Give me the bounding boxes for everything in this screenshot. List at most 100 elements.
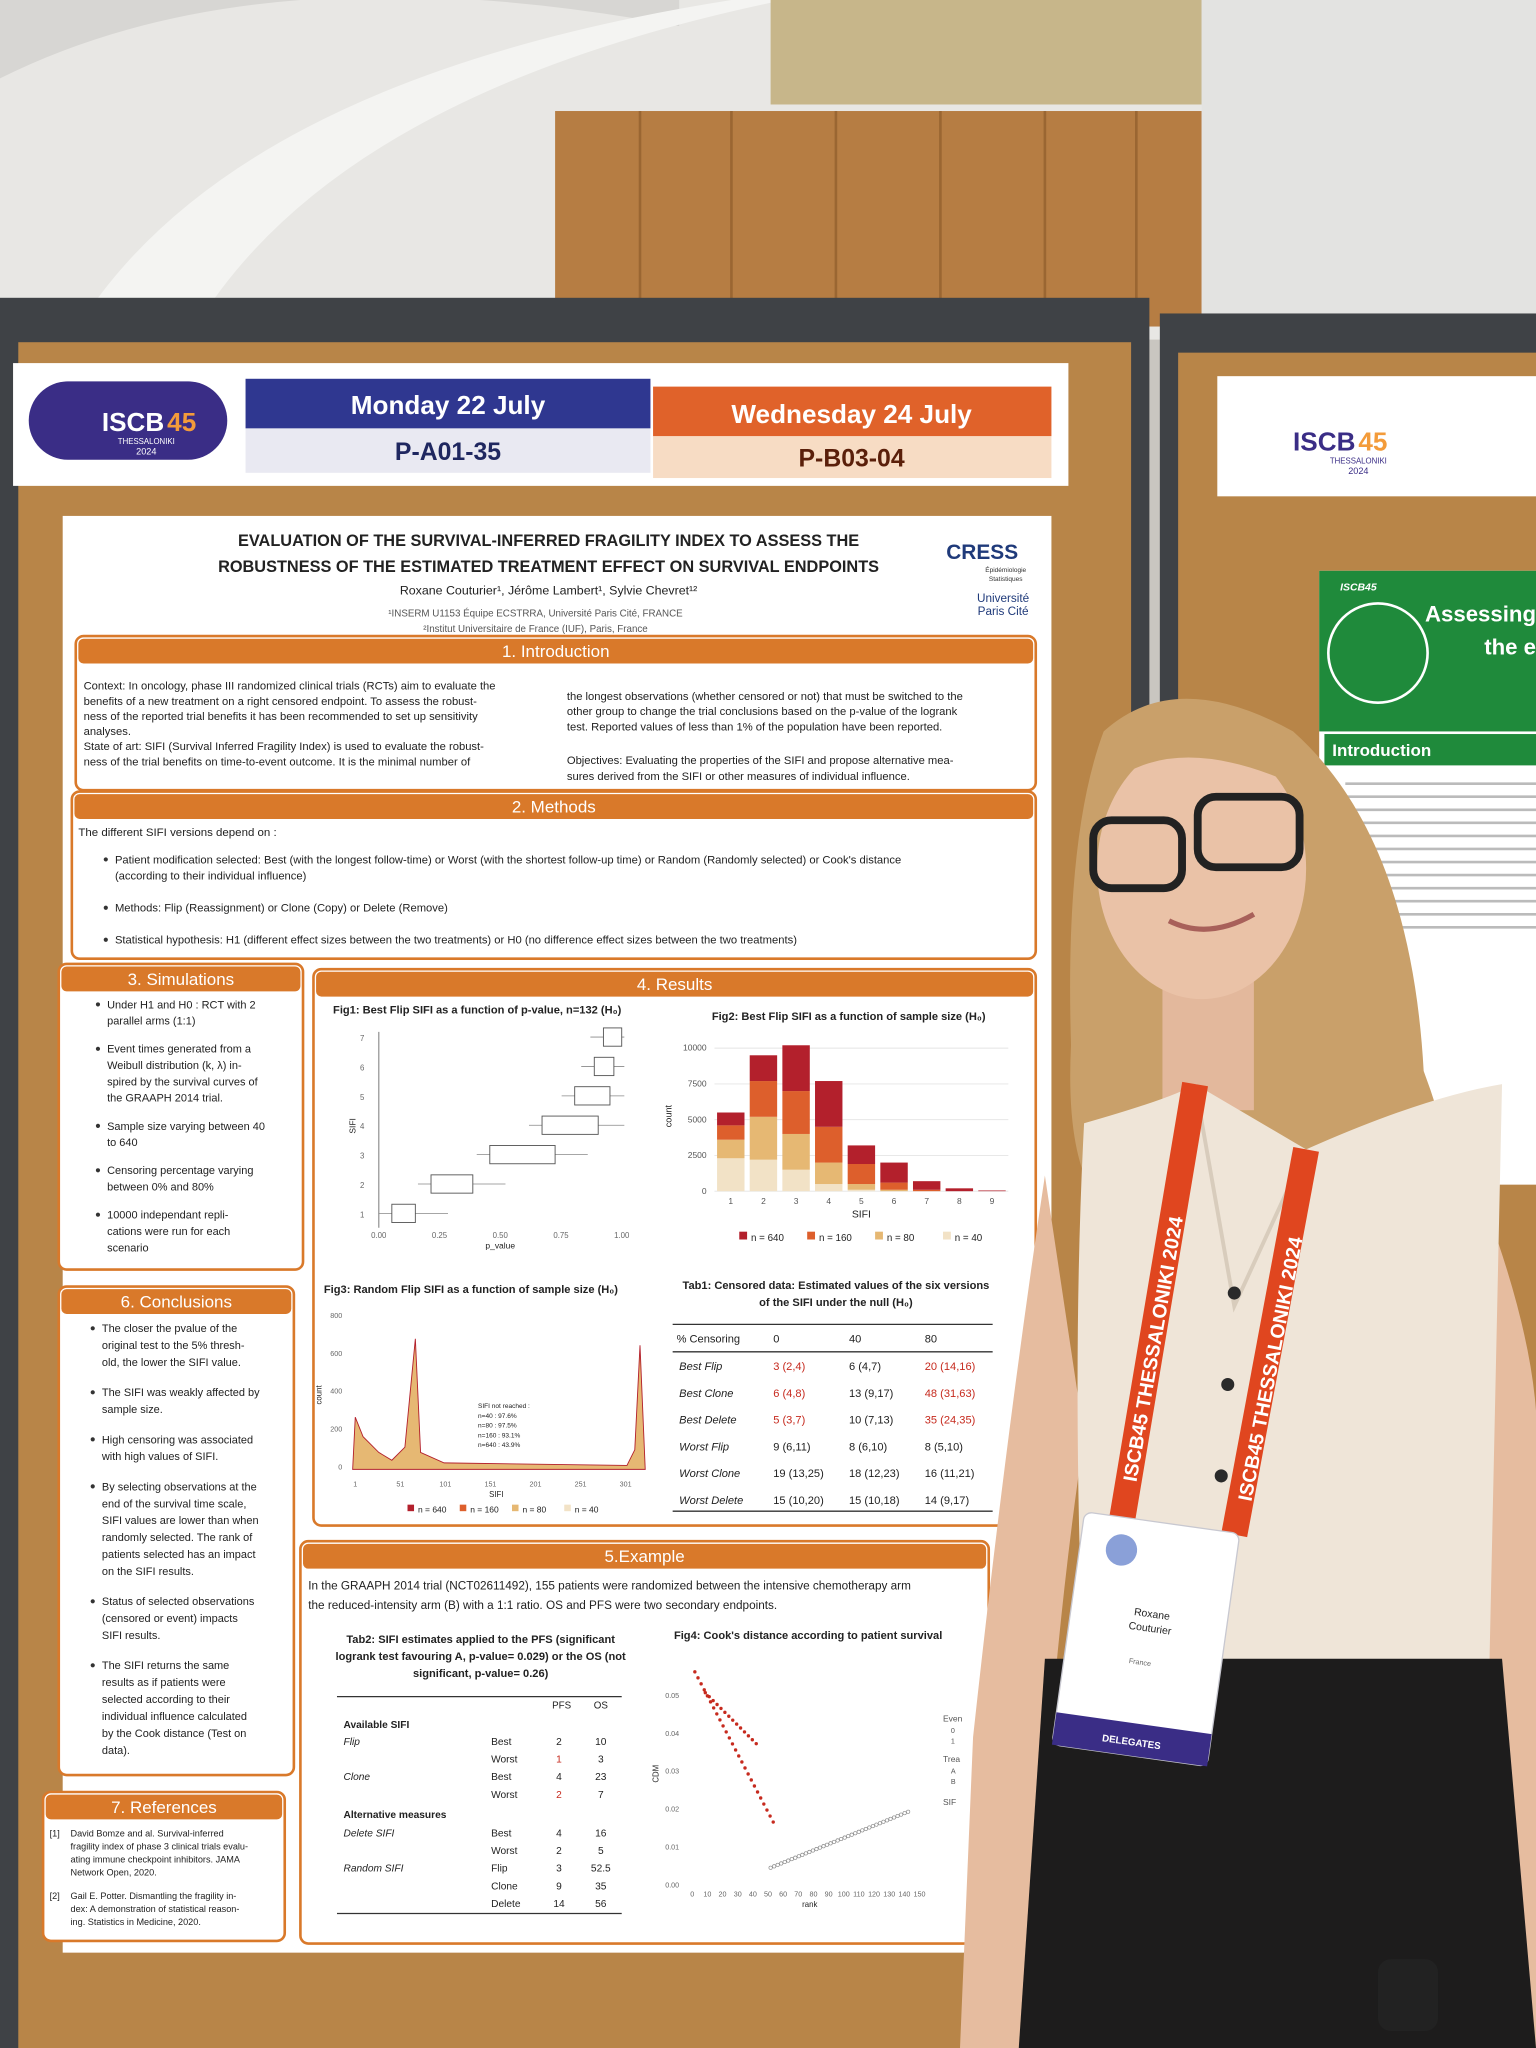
point (740, 1760, 744, 1764)
box (602, 1027, 623, 1047)
bullet (90, 1484, 95, 1489)
table-cell: Clone (491, 1881, 518, 1892)
table-title: significant, p-value= 0.26) (413, 1668, 549, 1680)
y-tick-label: 0.04 (665, 1730, 679, 1738)
intro-text: ness of the reported trial benefits it h… (84, 711, 479, 723)
table-cell: 1 (556, 1755, 562, 1766)
point (853, 1831, 858, 1836)
table-cell: 9 (556, 1881, 562, 1892)
point (870, 1824, 875, 1829)
point (800, 1852, 805, 1857)
ref-text: Network Open, 2020. (71, 1868, 157, 1878)
x-axis-label: SIFI (852, 1209, 871, 1220)
legend-label: n = 640 (751, 1233, 784, 1244)
bar-segment (880, 1182, 908, 1190)
section-header (303, 1543, 987, 1569)
x-tick-label: 30 (734, 1890, 742, 1898)
legend-label: n = 160 (470, 1504, 499, 1514)
x-tick-label: 9 (990, 1196, 995, 1206)
table-title: of the SIFI under the null (H₀) (759, 1297, 913, 1309)
y-tick-label: 800 (330, 1312, 342, 1320)
y-tick-label: 10000 (683, 1043, 707, 1053)
bullet-text: 10000 independant repli- (107, 1210, 229, 1222)
bullet-text: data). (102, 1745, 130, 1757)
intro-text: the longest observations (whether censor… (567, 691, 963, 703)
face (1097, 737, 1307, 1000)
day2-box (653, 386, 1052, 437)
bullet-text: cations were run for each (107, 1226, 230, 1238)
bar-segment (717, 1158, 745, 1192)
y-tick-label: 3 (360, 1152, 365, 1161)
point (835, 1838, 840, 1843)
table-cell: 48 (31,63) (925, 1388, 976, 1400)
affiliation: ²Institut Universitaire de France (IUF),… (423, 624, 648, 635)
bar-segment (815, 1081, 843, 1127)
x-tick-label: 2 (761, 1196, 766, 1206)
legend-label: n = 160 (819, 1233, 852, 1244)
section-box (57, 1285, 296, 1777)
y-tick-label: 4 (360, 1122, 365, 1131)
point (842, 1835, 847, 1840)
point (738, 1726, 743, 1730)
table-cell: 13 (9,17) (849, 1388, 893, 1400)
y-tick-label: 400 (330, 1388, 342, 1396)
legend-swatch (875, 1231, 883, 1240)
bullet (90, 1599, 95, 1604)
poster-tag: ISCB45 (1340, 582, 1377, 593)
table-cell: 9 (6,11) (773, 1441, 810, 1453)
x-tick-label: 70 (794, 1890, 802, 1898)
y-tick-label: 0.02 (665, 1806, 679, 1814)
bar-segment (815, 1162, 843, 1185)
day: Monday 22 July (351, 390, 546, 420)
table-cell: 35 (24,35) (925, 1415, 976, 1427)
y-tick-label: 6 (360, 1063, 365, 1072)
x-tick-label: 51 (396, 1480, 404, 1488)
bullet-text: to 640 (107, 1137, 138, 1149)
figure-title: Fig1: Best Flip SIFI as a function of p-… (333, 1005, 622, 1017)
figure-note: n=640 : 43.9% (478, 1442, 520, 1449)
point (906, 1809, 911, 1814)
bullet (95, 1123, 101, 1128)
bullet (103, 905, 108, 910)
point (867, 1825, 872, 1830)
glasses-left (1089, 816, 1186, 893)
point (752, 1784, 757, 1788)
legend-label: n = 40 (575, 1504, 599, 1514)
vest-neckline (1193, 1083, 1308, 1313)
table-header: PFS (552, 1700, 571, 1711)
figure-note: n=40 : 97.6% (478, 1413, 517, 1420)
bullet-text: selected according to their (102, 1694, 230, 1706)
logo-number: 45 (1358, 427, 1387, 457)
bullet-text: Event times generated from a (107, 1044, 252, 1056)
table-cell: Best Delete (679, 1415, 736, 1427)
arch-curve (78, 0, 784, 327)
right-banner (1217, 376, 1536, 497)
point (856, 1829, 861, 1834)
section-title: Introduction (1332, 741, 1431, 760)
point (884, 1818, 890, 1823)
x-axis-label: rank (802, 1900, 817, 1909)
legend-label: Even (943, 1713, 963, 1723)
point (718, 1718, 722, 1722)
table-cell: 4 (556, 1772, 562, 1783)
table-title: Tab2: SIFI estimates applied to the PFS … (346, 1634, 615, 1646)
bullet-text: Statistical hypothesis: H1 (different ef… (115, 935, 797, 947)
table-cell: Worst Flip (679, 1441, 729, 1453)
figure-note: SIFI not reached : (478, 1403, 530, 1410)
intro-text: sures derived from the SIFI or other mea… (567, 771, 910, 783)
bullet-text: original test to the 5% thresh- (102, 1340, 245, 1352)
y-axis-label: count (663, 1104, 673, 1127)
legend-label: n = 80 (522, 1504, 546, 1514)
bar-segment (782, 1045, 810, 1092)
table-cell: Best Clone (679, 1388, 733, 1400)
section-title: 6. Conclusions (121, 1292, 232, 1311)
y-tick-label: 2500 (688, 1150, 707, 1160)
point (874, 1822, 879, 1827)
bullet-text: patients selected has an impact (102, 1549, 256, 1561)
bullet-text: randomly selected. The rank of (102, 1532, 253, 1544)
intro-text: Context: In oncology, phase III randomiz… (84, 681, 496, 693)
bar-segment (749, 1159, 778, 1192)
logo-university: Paris Cité (978, 605, 1029, 618)
bullet-text: the GRAAPH 2014 trial. (107, 1093, 223, 1105)
poster-title: ROBUSTNESS OF THE ESTIMATED TREATMENT EF… (218, 558, 879, 576)
